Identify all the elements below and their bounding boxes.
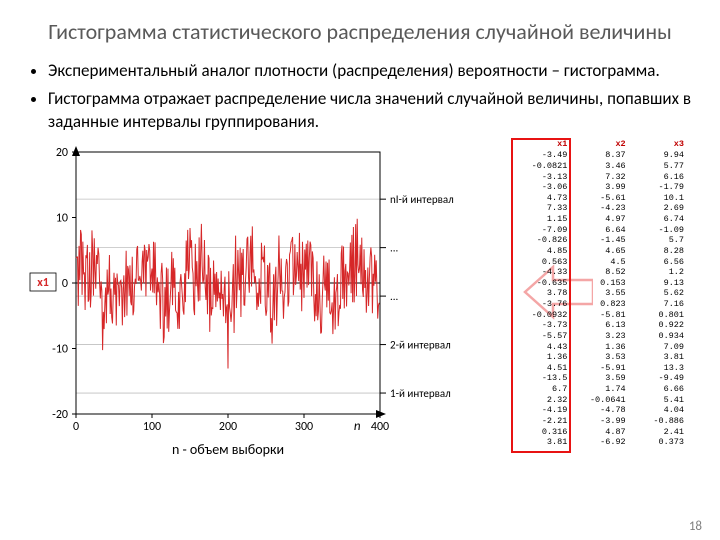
svg-text:...: ... (390, 242, 399, 255)
page-number: 18 (689, 519, 702, 534)
bullet-item: Гистограмма отражает распределение числа… (48, 88, 692, 134)
chart-svg: -20-10010200100200300400nnI-й интервал..… (28, 142, 488, 462)
svg-text:x1: x1 (37, 276, 49, 290)
content-row: -20-10010200100200300400nnI-й интервал..… (28, 142, 692, 462)
data-table-area: x1x2x3-3.498.379.94-0.08213.465.77-3.137… (513, 139, 688, 448)
noise-chart: -20-10010200100200300400nnI-й интервал..… (28, 142, 488, 462)
svg-text:-10: -10 (52, 343, 68, 357)
svg-text:1-й интервал: 1-й интервал (390, 387, 451, 400)
bullet-item: Экспериментальный аналог плотности (расп… (48, 60, 692, 83)
svg-text:200: 200 (219, 420, 237, 434)
svg-text:n - объем выборки: n - объем выборки (172, 441, 284, 458)
svg-text:-20: -20 (52, 408, 68, 422)
svg-text:10: 10 (56, 212, 68, 226)
svg-text:nI-й интервал: nI-й интервал (390, 193, 454, 206)
svg-text:...: ... (390, 290, 399, 303)
svg-text:300: 300 (295, 420, 313, 434)
bullet-list: Экспериментальный аналог плотности (расп… (28, 60, 692, 135)
svg-text:n: n (354, 419, 361, 434)
svg-text:20: 20 (56, 146, 68, 160)
svg-text:400: 400 (371, 420, 389, 434)
svg-text:0: 0 (62, 277, 68, 291)
svg-text:2-й интервал: 2-й интервал (390, 339, 451, 352)
data-table: x1x2x3-3.498.379.94-0.08213.465.77-3.137… (513, 139, 688, 448)
slide-title: Гистограмма статистического распределени… (28, 18, 692, 46)
svg-text:0: 0 (73, 420, 79, 434)
svg-text:100: 100 (143, 420, 161, 434)
